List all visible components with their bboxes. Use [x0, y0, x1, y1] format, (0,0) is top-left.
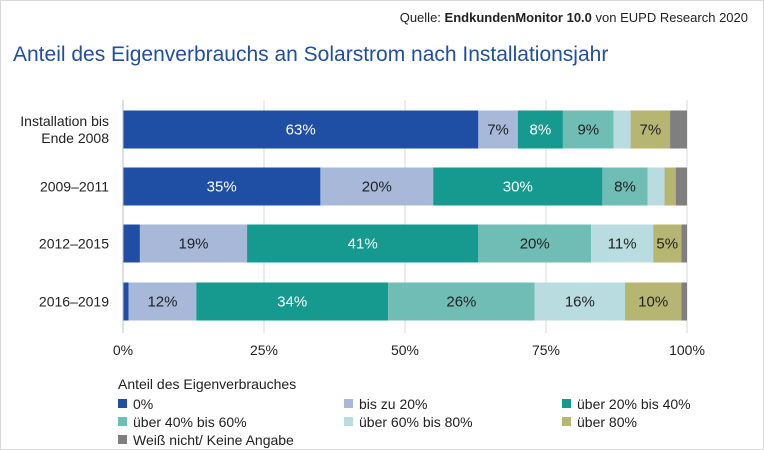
legend: 0% bis zu 20% über 20% bis 40% über 40% bis…	[118, 396, 738, 450]
bar-segment	[123, 224, 140, 263]
legend-label: über 20% bis 40%	[577, 396, 691, 412]
data-label: 35%	[207, 179, 237, 196]
bar-segment	[681, 282, 687, 321]
legend-swatch	[562, 417, 571, 426]
bar-segment	[478, 224, 592, 263]
data-label: 19%	[178, 236, 208, 253]
data-label: 41%	[348, 236, 378, 253]
x-tick-label: 25%	[250, 342, 278, 358]
data-label: 7%	[487, 122, 509, 139]
data-label: 12%	[147, 294, 177, 311]
category-label: Installation bis Ende 2008	[20, 113, 109, 146]
bar-segment	[562, 110, 614, 149]
bar-segment	[320, 167, 434, 206]
data-label: 11%	[608, 236, 637, 253]
bar-segment	[517, 110, 563, 149]
source-suffix: von EUPD Research 2020	[595, 10, 748, 25]
data-label: 9%	[577, 122, 599, 139]
bar-segment	[624, 282, 682, 321]
x-tick-label: 100%	[669, 342, 705, 358]
legend-label: über 60% bis 80%	[359, 414, 473, 430]
data-label: 26%	[446, 294, 476, 311]
bar-segment	[123, 110, 479, 149]
legend-label: über 40% bis 60%	[133, 414, 247, 430]
data-label: 30%	[503, 179, 533, 196]
legend-item: 0%	[118, 396, 153, 412]
legend-item: Weiß nicht/ Keine Angabe	[118, 432, 294, 448]
x-tick-label: 0%	[113, 342, 133, 358]
legend-swatch	[118, 435, 127, 444]
legend-item: bis zu 20%	[344, 396, 427, 412]
x-tick-label: 50%	[391, 342, 419, 358]
bar-segment	[630, 110, 671, 149]
bar-segment	[139, 224, 248, 263]
bar-segment	[664, 167, 676, 206]
legend-title: Anteil des Eigenverbrauches	[118, 376, 297, 392]
bar-segment	[534, 282, 625, 321]
data-label: 20%	[362, 179, 392, 196]
bar-segment	[123, 167, 321, 206]
legend-swatch	[118, 399, 127, 408]
bar-segment	[433, 167, 603, 206]
category-label: 2016–2019	[39, 294, 109, 310]
legend-item: über 80%	[562, 414, 637, 430]
source-note: Quelle: EndkundenMonitor 10.0 von EUPD R…	[400, 10, 748, 25]
legend-swatch	[562, 399, 571, 408]
chart-title: Anteil des Eigenverbrauchs an Solarstrom…	[13, 43, 609, 66]
legend-label: 0%	[133, 396, 154, 412]
legend-item: über 20% bis 40%	[562, 396, 691, 412]
source-publication: EndkundenMonitor 10.0	[444, 10, 592, 25]
data-label: 20%	[520, 236, 550, 253]
bar-segment	[675, 167, 687, 206]
bar-segment	[196, 282, 389, 321]
x-tick-label: 75%	[532, 342, 560, 358]
legend-swatch	[118, 417, 127, 426]
category-label: 2009–2011	[40, 179, 109, 195]
data-label: 5%	[656, 236, 678, 253]
data-label: 10%	[638, 294, 668, 311]
bar-segment	[670, 110, 687, 149]
legend-label: über 80%	[577, 414, 637, 430]
data-label: 8%	[614, 179, 636, 196]
source-prefix: Quelle:	[399, 10, 441, 25]
data-label: 16%	[565, 294, 595, 311]
bar-segment	[388, 282, 535, 321]
data-label: 7%	[639, 122, 661, 139]
legend-label: bis zu 20%	[359, 396, 428, 412]
data-label: 34%	[277, 294, 307, 311]
bar-segment	[653, 224, 682, 263]
legend-item: über 60% bis 80%	[344, 414, 473, 430]
bar-segment	[613, 110, 631, 149]
bar-segment	[602, 167, 648, 206]
legend-label: Weiß nicht/ Keine Angabe	[133, 432, 294, 448]
bar-segment	[681, 224, 687, 263]
category-label: 2012–2015	[39, 236, 109, 252]
legend-swatch	[344, 417, 353, 426]
bar-segment	[591, 224, 654, 263]
bar-segment	[647, 167, 665, 206]
bar-segment	[247, 224, 479, 263]
legend-swatch	[344, 399, 353, 408]
bar-segment	[478, 110, 518, 149]
legend-item: über 40% bis 60%	[118, 414, 247, 430]
bar-segment	[128, 282, 197, 321]
bar-segment	[123, 282, 129, 321]
data-label: 63%	[286, 122, 316, 139]
data-label: 8%	[530, 122, 552, 139]
